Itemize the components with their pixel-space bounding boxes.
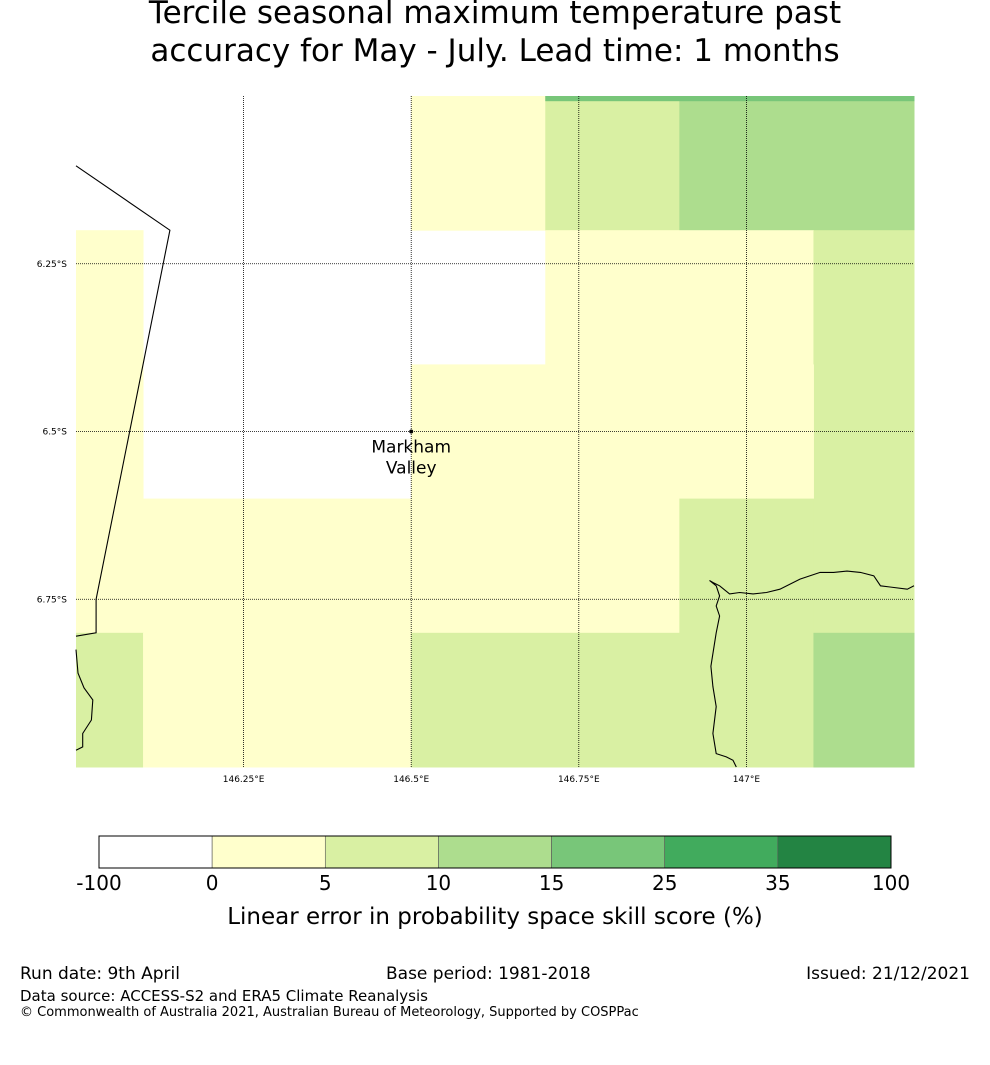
meridian-label-1: 146.5°E [393, 775, 429, 785]
map-title-line-1: Tercile seasonal maximum temperature pas… [148, 0, 842, 31]
colorbar-swatch-5 [664, 835, 779, 869]
colorbar-swatch-1 [211, 835, 326, 869]
run-date: Run date: 9th April [20, 964, 180, 984]
grid-cell-12 [143, 632, 412, 768]
map-title: Tercile seasonal maximum temperature pas… [0, 0, 990, 70]
issued-date: Issued: 21/12/2021 [806, 964, 970, 984]
grid-cell-9 [411, 498, 680, 634]
place-marker-dot [409, 429, 414, 434]
grid-cell-0 [411, 96, 546, 231]
place-label-line-0: Markham [371, 438, 451, 458]
colorbar-tick-label-3: 10 [426, 871, 451, 895]
map-title-line-2: accuracy for May - July. Lead time: 1 mo… [150, 33, 840, 69]
grid-cell-1 [545, 96, 680, 231]
colorbar-swatch-3 [438, 835, 552, 869]
coastline-west [75, 649, 94, 751]
place-label-line-1: Valley [386, 459, 437, 479]
grid-cell-14 [813, 632, 915, 768]
colorbar-tick-label-7: 100 [872, 871, 910, 895]
graticule-labels: 146.25°E 146.5°E 146.75°E 147°E 6.25°S 6.5°S 6… [37, 260, 761, 785]
colorbar: -100 0 5 10 15 25 35 100 Linear error in probabi… [76, 835, 910, 930]
colorbar-swatch-2 [324, 835, 439, 869]
parallel-label-2: 6.75°S [37, 595, 68, 605]
meridian-label-0: 146.25°E [223, 775, 265, 785]
map-figure: 146.25°E 146.5°E 146.75°E 147°E 6.25°S 6.5°S 6… [37, 96, 915, 930]
parallel-label-1: 6.5°S [42, 428, 67, 438]
colorbar-swatch-4 [551, 835, 666, 869]
colorbar-tick-label-1: 0 [206, 871, 219, 895]
colorbar-frame [98, 835, 892, 869]
parallel-label-0: 6.25°S [37, 260, 68, 270]
grid-cell-11 [76, 632, 144, 768]
meridian-label-3: 147°E [733, 775, 761, 785]
colorbar-tick-label-5: 25 [652, 871, 677, 895]
grid-cell-5 [545, 230, 814, 365]
grid-cell-3 [545, 96, 915, 102]
grid-cell-2 [679, 96, 915, 231]
grid-cell-13 [411, 632, 814, 768]
data-source: Data source: ACCESS-S2 and ERA5 Climate … [20, 987, 428, 1005]
colorbar-tick-label-2: 5 [319, 871, 332, 895]
coastline-east-river [709, 570, 915, 768]
meridian-label-2: 146.75°E [558, 775, 600, 785]
graticule-lines [76, 96, 914, 767]
base-period: Base period: 1981-2018 [386, 964, 591, 984]
copyright: © Commonwealth of Australia 2021, Austra… [20, 1005, 639, 1020]
colorbar-tick-label-0: -100 [76, 871, 121, 895]
colorbar-swatch-6 [777, 835, 892, 869]
colorbar-swatch-0 [98, 835, 213, 869]
colorbar-tick-label-6: 35 [765, 871, 790, 895]
colorbar-tick-label-4: 15 [539, 871, 564, 895]
skill-grid-cells [76, 96, 915, 768]
colorbar-title: Linear error in probability space skill … [227, 904, 763, 930]
grid-cell-8 [143, 498, 412, 634]
